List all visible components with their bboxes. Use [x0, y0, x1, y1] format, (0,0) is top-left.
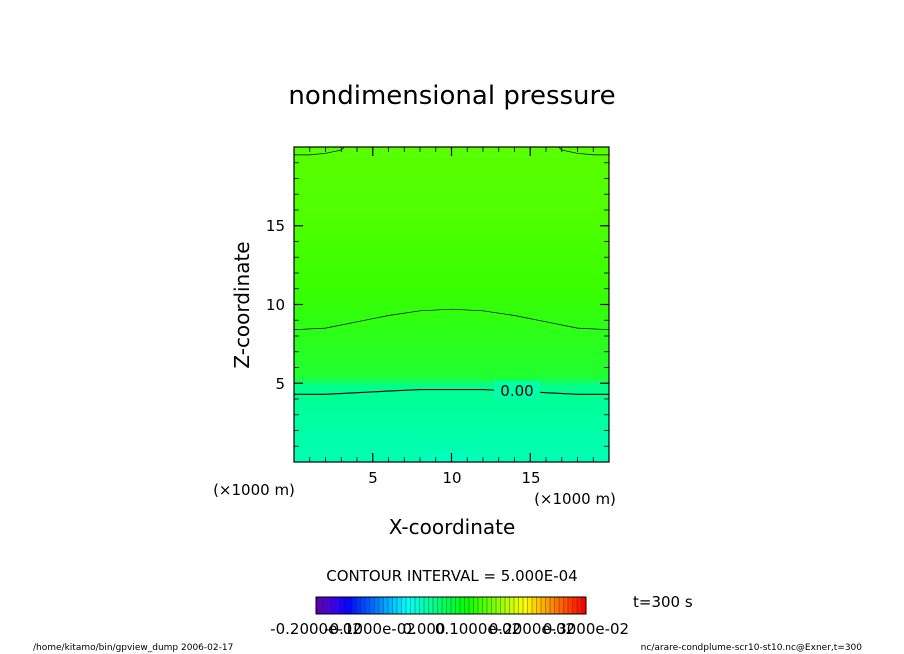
colorbar-cell — [527, 597, 533, 614]
colorbar-cell — [361, 597, 366, 614]
colorbar-cell — [325, 597, 330, 614]
colorbar-cell — [428, 597, 434, 614]
contour-line — [558, 147, 609, 156]
footer-right: nc/arare-condplume-scr10-st10.nc@Exner,t… — [641, 643, 863, 653]
colorbar-cell — [464, 597, 470, 614]
colorbar-cell — [536, 597, 542, 614]
bottom-highlight — [294, 380, 609, 462]
colorbar-cell — [469, 597, 474, 614]
colorbar-cell — [410, 597, 416, 614]
axis-ticks — [294, 147, 609, 462]
colorbar-cell — [352, 597, 357, 614]
colorbar-cell — [419, 597, 425, 614]
colorbar-cell — [334, 597, 339, 614]
colorbar-cell — [401, 597, 407, 614]
y-axis-title: Z-coordinate — [230, 241, 254, 368]
colorbar-cell — [518, 597, 524, 614]
colorbar-cell — [320, 597, 326, 614]
colorbar-cell — [388, 597, 393, 614]
colorbar-tick-label: -0.1000e-02 — [324, 620, 416, 638]
y-tick-label: 5 — [275, 375, 285, 393]
colorbar-cell — [581, 597, 587, 614]
plot-area — [293, 146, 610, 463]
colorbar-cell — [415, 597, 420, 614]
y-tick-label: 15 — [266, 217, 285, 235]
colorbar-cell — [365, 597, 371, 614]
colorbar-cell — [316, 597, 321, 614]
colorbar-cell — [406, 597, 411, 614]
colorbar-cell — [572, 597, 578, 614]
colorbar-cell — [482, 597, 488, 614]
colorbar-cell — [500, 597, 506, 614]
colorbar-cell — [424, 597, 429, 614]
colorbar-cell — [329, 597, 335, 614]
colorbar-cell — [514, 597, 519, 614]
colorbar-tick-label: 0.3000e-02 — [543, 620, 629, 638]
colorbar-cell — [338, 597, 344, 614]
contour-line — [294, 389, 609, 395]
colorbar-cell — [496, 597, 501, 614]
x-axis-title: X-coordinate — [389, 515, 516, 539]
colorbar-cell — [397, 597, 402, 614]
colorbar-cell — [356, 597, 362, 614]
colorbar-cell — [460, 597, 465, 614]
colorbar-cell — [455, 597, 461, 614]
colorbar-cell — [523, 597, 528, 614]
contour-label-gap — [494, 381, 540, 399]
chart-title: nondimensional pressure — [288, 81, 615, 111]
colorbar-cell — [563, 597, 569, 614]
colorbar-cell — [383, 597, 389, 614]
contour-line — [294, 308, 609, 331]
contour-label: 0.00 — [500, 382, 533, 400]
colorbar-cell — [451, 597, 456, 614]
colorbar-cell — [379, 597, 384, 614]
colorbar-cell — [550, 597, 555, 614]
colorbar-cell — [487, 597, 492, 614]
time-label: t=300 s — [633, 593, 693, 611]
colorbar-cell — [446, 597, 452, 614]
x-tick-label: 10 — [442, 469, 461, 487]
colorbar-cell — [343, 597, 348, 614]
x-unit-label: (×1000 m) — [534, 490, 616, 508]
y-unit-label: (×1000 m) — [213, 481, 295, 499]
colorbar-cell — [347, 597, 353, 614]
colorbar-cell — [392, 597, 398, 614]
colorbar-frame — [315, 596, 587, 615]
colorbar-cell — [577, 597, 582, 614]
y-tick-label: 10 — [266, 296, 285, 314]
colorbar-cell — [374, 597, 380, 614]
contour-interval: CONTOUR INTERVAL = 5.000E-04 — [326, 567, 577, 585]
colorbar-cell — [370, 597, 375, 614]
colorbar-cell — [491, 597, 497, 614]
colorbar-cell — [509, 597, 515, 614]
colorbar-cell — [541, 597, 546, 614]
colorbar-cell — [437, 597, 443, 614]
x-tick-label: 5 — [368, 469, 378, 487]
colorbar-cell — [473, 597, 479, 614]
colorbar-tick-label: 0.000 — [403, 620, 446, 638]
x-tick-labels: 5 10 15 — [368, 469, 540, 487]
colorbar-cell — [545, 597, 551, 614]
colorbar-tick-label: 0.2000e-02 — [489, 620, 575, 638]
colorbar-cell — [442, 597, 447, 614]
colorbar-cell — [532, 597, 537, 614]
colorbar-cell — [554, 597, 560, 614]
colorbar-cell — [559, 597, 564, 614]
x-tick-label: 15 — [521, 469, 540, 487]
colorbar-tick-label: 0.1000e-02 — [435, 620, 521, 638]
colorbar-cell — [505, 597, 510, 614]
y-tick-labels: 5 10 15 — [266, 217, 285, 393]
colorbar-tick-labels: -0.2000e-02 -0.1000e-02 0.000 0.1000e-02… — [270, 620, 629, 638]
contour-line — [294, 147, 345, 156]
colorbar-cell — [568, 597, 573, 614]
colorbar-tick-label: -0.2000e-02 — [270, 620, 362, 638]
contour-lines — [294, 147, 609, 399]
footer-left: /home/kitamo/bin/gpview_dump 2006-02-17 — [33, 643, 233, 653]
colorbar — [315, 597, 587, 614]
colorbar-cell — [478, 597, 483, 614]
colorbar-cell — [433, 597, 438, 614]
